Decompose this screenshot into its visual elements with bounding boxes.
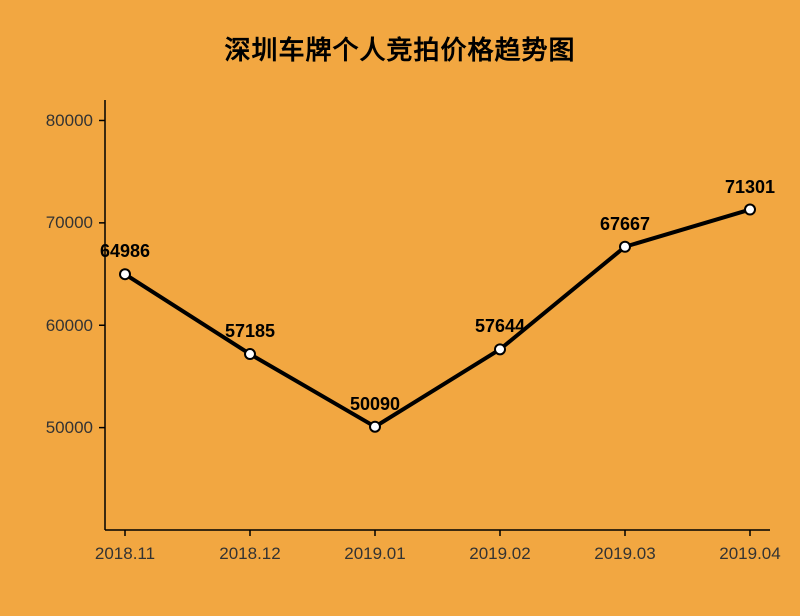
data-marker (745, 205, 755, 215)
y-tick-label: 60000 (46, 316, 93, 336)
data-label: 64986 (100, 241, 150, 262)
data-marker (495, 344, 505, 354)
data-marker (620, 242, 630, 252)
data-marker (245, 349, 255, 359)
data-label: 67667 (600, 214, 650, 235)
y-tick-label: 70000 (46, 213, 93, 233)
x-tick-label: 2019.04 (700, 544, 800, 564)
y-tick-label: 50000 (46, 418, 93, 438)
data-marker (120, 269, 130, 279)
data-label: 71301 (725, 177, 775, 198)
x-tick-label: 2019.01 (325, 544, 425, 564)
x-tick-label: 2019.03 (575, 544, 675, 564)
y-tick-label: 80000 (46, 111, 93, 131)
chart-svg (0, 0, 800, 616)
data-label: 57185 (225, 321, 275, 342)
data-line (125, 210, 750, 427)
x-tick-label: 2018.12 (200, 544, 300, 564)
data-label: 57644 (475, 316, 525, 337)
data-marker (370, 422, 380, 432)
data-label: 50090 (350, 394, 400, 415)
x-tick-label: 2019.02 (450, 544, 550, 564)
chart-container: 深圳车牌个人竞拍价格趋势图 500006000070000800002018.1… (0, 0, 800, 616)
x-tick-label: 2018.11 (75, 544, 175, 564)
